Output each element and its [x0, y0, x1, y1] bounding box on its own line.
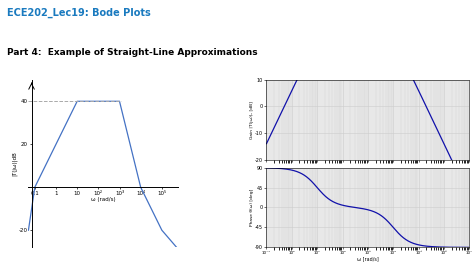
X-axis label: ω [rad/s]: ω [rad/s] [357, 256, 379, 261]
Y-axis label: Gain |T(jω)|ₑ [dB]: Gain |T(jω)|ₑ [dB] [250, 101, 254, 139]
Y-axis label: |T(jω)|dB: |T(jω)|dB [12, 151, 18, 176]
Text: ECE202_Lec19: Bode Plots: ECE202_Lec19: Bode Plots [7, 8, 151, 18]
Y-axis label: Phase θ(ω) [deg]: Phase θ(ω) [deg] [250, 189, 254, 226]
Text: Part 4:  Example of Straight-Line Approximations: Part 4: Example of Straight-Line Approxi… [7, 48, 258, 57]
X-axis label: ω (rad/s): ω (rad/s) [91, 197, 116, 202]
